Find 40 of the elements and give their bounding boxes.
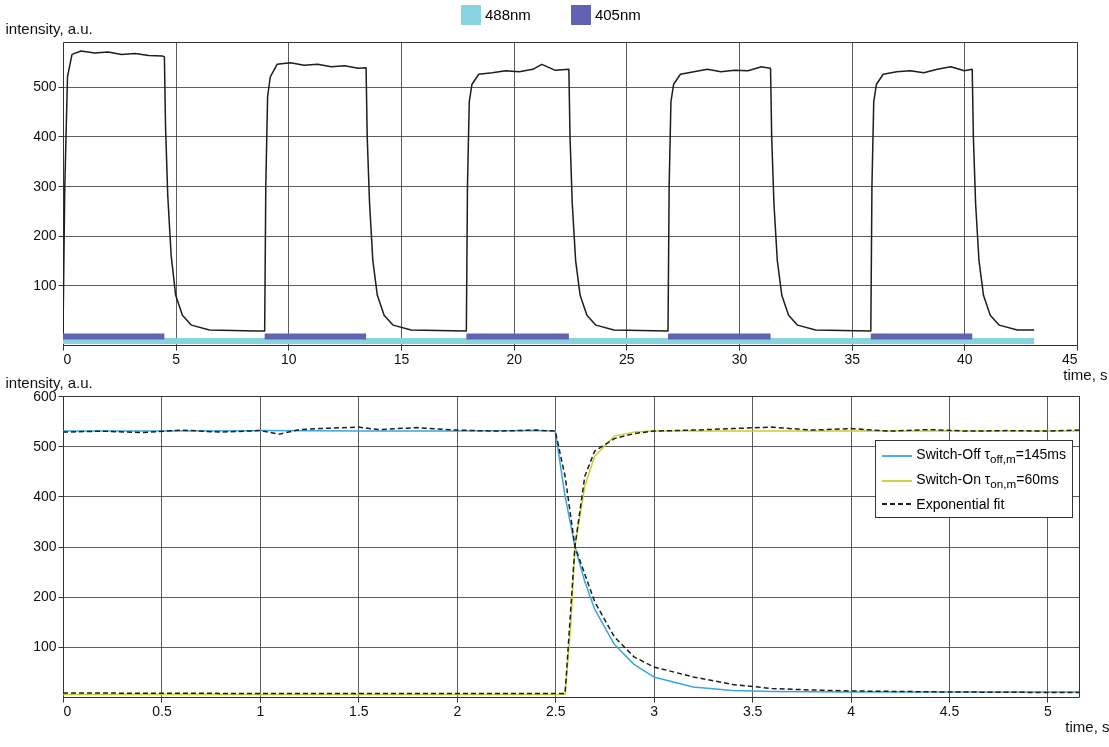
- x-tick-label: 0: [63, 350, 72, 367]
- x-tick-label: 3: [650, 702, 659, 719]
- x-tick-label: 4.5: [939, 702, 960, 719]
- line-series: [63, 50, 1035, 334]
- y-tick-label: 100: [33, 276, 57, 293]
- x-tick-label: 4: [847, 702, 856, 719]
- legend-label: Exponential fit: [916, 494, 1005, 514]
- legend-label: 405nm: [594, 5, 641, 25]
- y-tick-label: 500: [33, 78, 57, 95]
- y-tick-label: 200: [33, 227, 57, 244]
- y-tick-label: 300: [33, 177, 57, 194]
- legend-label: Switch-On τ$_{on,m}$=60ms: [916, 469, 1059, 492]
- y-tick-label: 400: [33, 487, 57, 504]
- x-tick-label: 20: [506, 350, 523, 367]
- x-tick-label: 40: [957, 350, 973, 367]
- x-tick-label: 0.5: [152, 702, 172, 719]
- x-tick-label: 2.5: [546, 702, 566, 719]
- x-tick-label: 1.5: [349, 702, 369, 719]
- x-tick-label: 25: [619, 350, 635, 367]
- x-axis-title: time, s: [1065, 717, 1109, 735]
- x-tick-label: 15: [393, 350, 410, 367]
- x-tick-label: 10: [281, 350, 297, 367]
- y-tick-label: 400: [33, 127, 57, 144]
- x-tick-label: 5: [172, 350, 181, 367]
- x-tick-label: 35: [844, 350, 861, 367]
- legend-label: Switch-Off τ$_{off,m}$=145ms: [916, 445, 1066, 467]
- y-axis-title: intensity, a.u.: [5, 19, 93, 37]
- x-tick-label: 5: [1044, 702, 1053, 719]
- x-tick-label: 30: [731, 350, 748, 367]
- x-tick-label: 2: [453, 702, 462, 719]
- x-tick-label: 0: [63, 702, 72, 719]
- legend-label: 488nm: [485, 5, 531, 25]
- x-tick-label: 45: [1061, 350, 1078, 367]
- y-tick-label: 500: [33, 437, 57, 454]
- x-axis-title: time, s: [1063, 365, 1108, 383]
- x-tick-label: 1: [256, 702, 265, 719]
- y-tick-label: 200: [33, 588, 57, 605]
- x-tick-label: 3.5: [742, 702, 763, 719]
- y-tick-label: 100: [33, 638, 57, 655]
- y-tick-label: 300: [33, 538, 57, 554]
